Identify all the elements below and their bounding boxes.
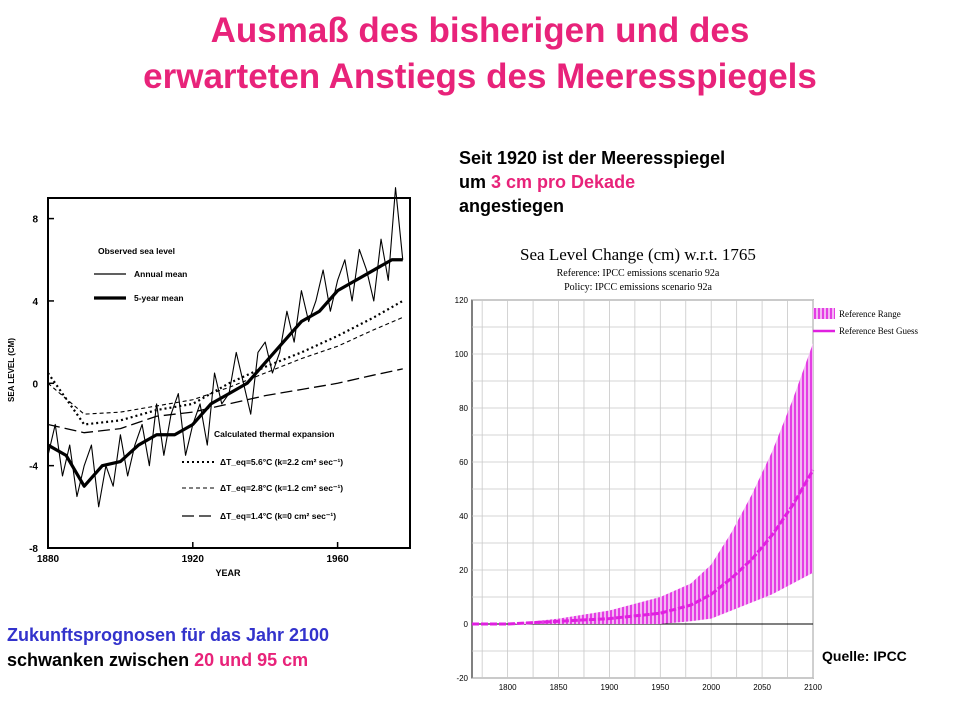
- rise-note-line-1: Seit 1920 ist der Meeresspiegel: [459, 148, 726, 168]
- legend-observed-title: Observed sea level: [98, 246, 175, 256]
- forecast-line-1: Zukunftsprognosen für das Jahr 2100: [7, 625, 330, 645]
- y-tick-label: 8: [32, 215, 38, 226]
- forecast-note: Zukunftsprognosen für das Jahr 2100 schw…: [7, 623, 329, 673]
- chart-subtitle-1: Reference: IPCC emissions scenario 92a: [557, 268, 720, 279]
- x-tick-label: 2050: [753, 683, 771, 692]
- legend-5yr-label: 5-year mean: [134, 293, 184, 303]
- y-tick-label: -4: [29, 462, 38, 473]
- forecast-highlight: 20 und 95 cm: [194, 650, 309, 670]
- y-tick-label: 60: [459, 458, 468, 467]
- forecast-line-2: schwanken zwischen 20 und 95 cm: [7, 648, 329, 673]
- legend-thermal-title: Calculated thermal expansion: [214, 429, 334, 439]
- legend-thermal-2-label: ΔT_eq=2.8°C (k=1.2 cm² sec⁻¹): [220, 483, 343, 493]
- x-tick-label: 1920: [182, 554, 205, 565]
- thermal-1-4-line: [47, 368, 403, 434]
- thermal-5-6-line: [47, 299, 404, 426]
- x-tick-label: 2100: [804, 683, 822, 692]
- y-tick-label: -8: [29, 544, 38, 555]
- y-tick-label: 80: [459, 404, 468, 413]
- ipcc-projection-chart: Sea Level Change (cm) w.r.t. 1765 Refere…: [455, 245, 919, 692]
- rise-note-highlight: 3 cm pro Dekade: [491, 172, 636, 192]
- legend-thermal-1-label: ΔT_eq=5.6°C (k=2.2 cm² sec⁻¹): [220, 457, 343, 467]
- legend-best-label: Reference Best Guess: [839, 326, 918, 336]
- chart-subtitle-2: Policy: IPCC emissions scenario 92a: [564, 282, 712, 293]
- legend-range-label: Reference Range: [839, 309, 901, 319]
- rise-note-line-3: angestiegen: [459, 196, 565, 216]
- x-axis-label: YEAR: [215, 568, 241, 578]
- legend-annual-label: Annual mean: [134, 269, 187, 279]
- best-guess-line: [472, 469, 815, 626]
- forecast-prefix: schwanken zwischen: [7, 650, 195, 670]
- y-tick-label: 100: [455, 350, 469, 359]
- y-tick-label: 120: [455, 296, 469, 305]
- x-tick-label: 1900: [601, 683, 619, 692]
- five-year-mean-line: [47, 258, 403, 488]
- x-tick-label: 2000: [702, 683, 720, 692]
- x-tick-label: 1800: [499, 683, 517, 692]
- y-tick-label: -20: [456, 674, 468, 683]
- reference-range-band: [472, 343, 813, 624]
- rise-note-prefix: um: [459, 172, 492, 192]
- x-tick-label: 1960: [326, 554, 349, 565]
- scan-background: [0, 180, 420, 600]
- y-axis-label: SEA LEVEL (CM): [7, 338, 16, 402]
- legend-thermal-3-label: ΔT_eq=1.4°C (k=0 cm² sec⁻¹): [220, 511, 336, 521]
- page-title: Ausmaß des bisherigen und des erwarteten…: [0, 8, 960, 100]
- x-tick-label: 1880: [37, 554, 60, 565]
- source-label: Quelle: IPCC: [822, 648, 907, 664]
- y-tick-label: 40: [459, 512, 468, 521]
- x-tick-label: 1850: [550, 683, 568, 692]
- title-line-2: erwarteten Anstiegs des Meeresspiegels: [143, 57, 817, 96]
- title-line-1: Ausmaß des bisherigen und des: [210, 11, 750, 50]
- y-tick-label: 0: [32, 379, 38, 390]
- y-tick-label: 4: [32, 297, 38, 308]
- annual-mean-line: [47, 187, 404, 508]
- rise-note-line-2: um 3 cm pro Dekade: [459, 170, 725, 194]
- y-tick-label: 20: [459, 566, 468, 575]
- x-tick-label: 1950: [651, 683, 669, 692]
- y-tick-label: 0: [464, 620, 469, 629]
- thermal-2-8-line: [47, 316, 403, 415]
- chart-title: Sea Level Change (cm) w.r.t. 1765: [520, 245, 756, 264]
- rise-note: Seit 1920 ist der Meeresspiegel um 3 cm …: [459, 146, 725, 218]
- legend-range-swatch: [813, 308, 835, 319]
